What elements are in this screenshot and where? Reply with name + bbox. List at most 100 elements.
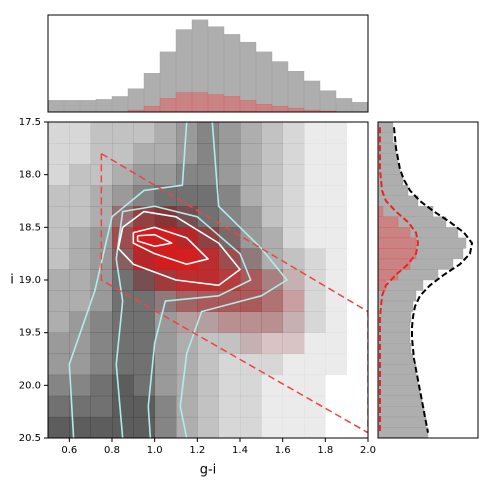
- hist-bar: [287, 107, 305, 112]
- member-cell: [176, 185, 198, 206]
- member-cell: [48, 375, 70, 396]
- density-cell: [261, 206, 283, 228]
- member-cell: [325, 143, 347, 164]
- density-cell: [69, 164, 91, 186]
- hist-bar: [48, 100, 65, 112]
- density-cell: [282, 164, 305, 186]
- density-cell: [48, 164, 70, 186]
- density-cell: [304, 311, 326, 333]
- hist-bar: [378, 343, 412, 354]
- density-cell: [282, 311, 305, 333]
- member-cell: [325, 354, 347, 375]
- hist-bar: [378, 416, 427, 428]
- density-cell: [154, 143, 177, 165]
- x-axis-label: g-i: [200, 463, 217, 478]
- member-cell: [133, 312, 155, 333]
- density-cell: [90, 122, 113, 144]
- member-cell: [219, 333, 241, 354]
- density-cell: [261, 248, 283, 270]
- density-cell: [304, 185, 326, 207]
- member-cell: [240, 143, 262, 164]
- member-cell: [112, 269, 134, 290]
- density-cell: [48, 311, 70, 333]
- member-cell: [133, 396, 155, 417]
- member-cell: [240, 206, 262, 227]
- density-cell: [48, 206, 70, 228]
- member-cell: [240, 164, 262, 185]
- density-cell: [240, 143, 262, 165]
- hist-bar: [378, 269, 399, 281]
- member-cell: [261, 143, 283, 164]
- member-cell: [283, 206, 305, 227]
- y-tick-label: 18.5: [19, 222, 41, 233]
- density-cell: [325, 206, 347, 228]
- hist-bar: [378, 300, 414, 312]
- member-cell: [69, 333, 91, 354]
- density-cell: [304, 353, 326, 376]
- member-cell: [347, 269, 369, 290]
- density-cell: [218, 143, 241, 165]
- member-cell: [219, 396, 241, 417]
- density-cell: [325, 122, 347, 144]
- hist-bar: [351, 102, 368, 112]
- member-cell: [240, 332, 262, 355]
- hist-bar: [239, 100, 257, 112]
- member-cell: [112, 122, 134, 143]
- density-cell: [304, 416, 326, 438]
- density-cell: [218, 395, 241, 418]
- member-cell: [261, 122, 283, 143]
- hist-bar: [255, 51, 273, 112]
- density-cell: [282, 395, 305, 418]
- member-cell: [112, 396, 134, 417]
- member-cell: [240, 396, 262, 417]
- member-cell: [197, 396, 219, 417]
- member-cell: [133, 291, 155, 312]
- density-cell: [112, 269, 134, 291]
- member-cell: [155, 164, 177, 185]
- plot-area: [48, 122, 368, 438]
- hist-bar: [127, 88, 145, 112]
- member-cell: [325, 206, 347, 227]
- density-cell: [69, 374, 91, 397]
- hist-bar: [143, 105, 161, 112]
- member-cell: [240, 185, 262, 206]
- member-cell: [197, 417, 219, 438]
- density-cell: [154, 416, 177, 438]
- hist-bar: [378, 321, 411, 333]
- member-cell: [133, 333, 155, 354]
- density-cell: [69, 269, 91, 291]
- member-cell: [69, 227, 91, 248]
- member-cell: [112, 375, 134, 396]
- hist-bar: [207, 94, 225, 112]
- hist-bar: [255, 104, 273, 112]
- member-cell: [91, 375, 113, 396]
- density-cell: [197, 395, 219, 418]
- member-cell: [155, 143, 177, 164]
- density-cell: [304, 248, 326, 270]
- density-cell: [282, 416, 305, 438]
- member-cell: [304, 417, 326, 438]
- density-cell: [90, 332, 113, 355]
- density-cell: [261, 416, 283, 438]
- member-cell: [133, 227, 155, 249]
- density-cell: [90, 353, 113, 376]
- member-cell: [347, 312, 369, 333]
- member-cell: [282, 290, 305, 312]
- member-cell: [91, 333, 113, 354]
- density-cell: [154, 185, 177, 207]
- member-cell: [304, 185, 326, 206]
- density-cell: [154, 122, 177, 144]
- member-cell: [240, 122, 262, 143]
- member-cell: [219, 375, 241, 396]
- density-cell: [112, 122, 134, 144]
- member-cell: [48, 122, 70, 143]
- member-cell: [197, 333, 219, 354]
- density-cell: [261, 185, 283, 207]
- hist-bar: [191, 92, 209, 112]
- member-cell: [133, 269, 155, 291]
- member-cell: [112, 312, 134, 333]
- density-cell: [261, 332, 283, 355]
- member-cell: [176, 143, 198, 164]
- hist-bar: [175, 92, 193, 112]
- density-cell: [176, 143, 198, 165]
